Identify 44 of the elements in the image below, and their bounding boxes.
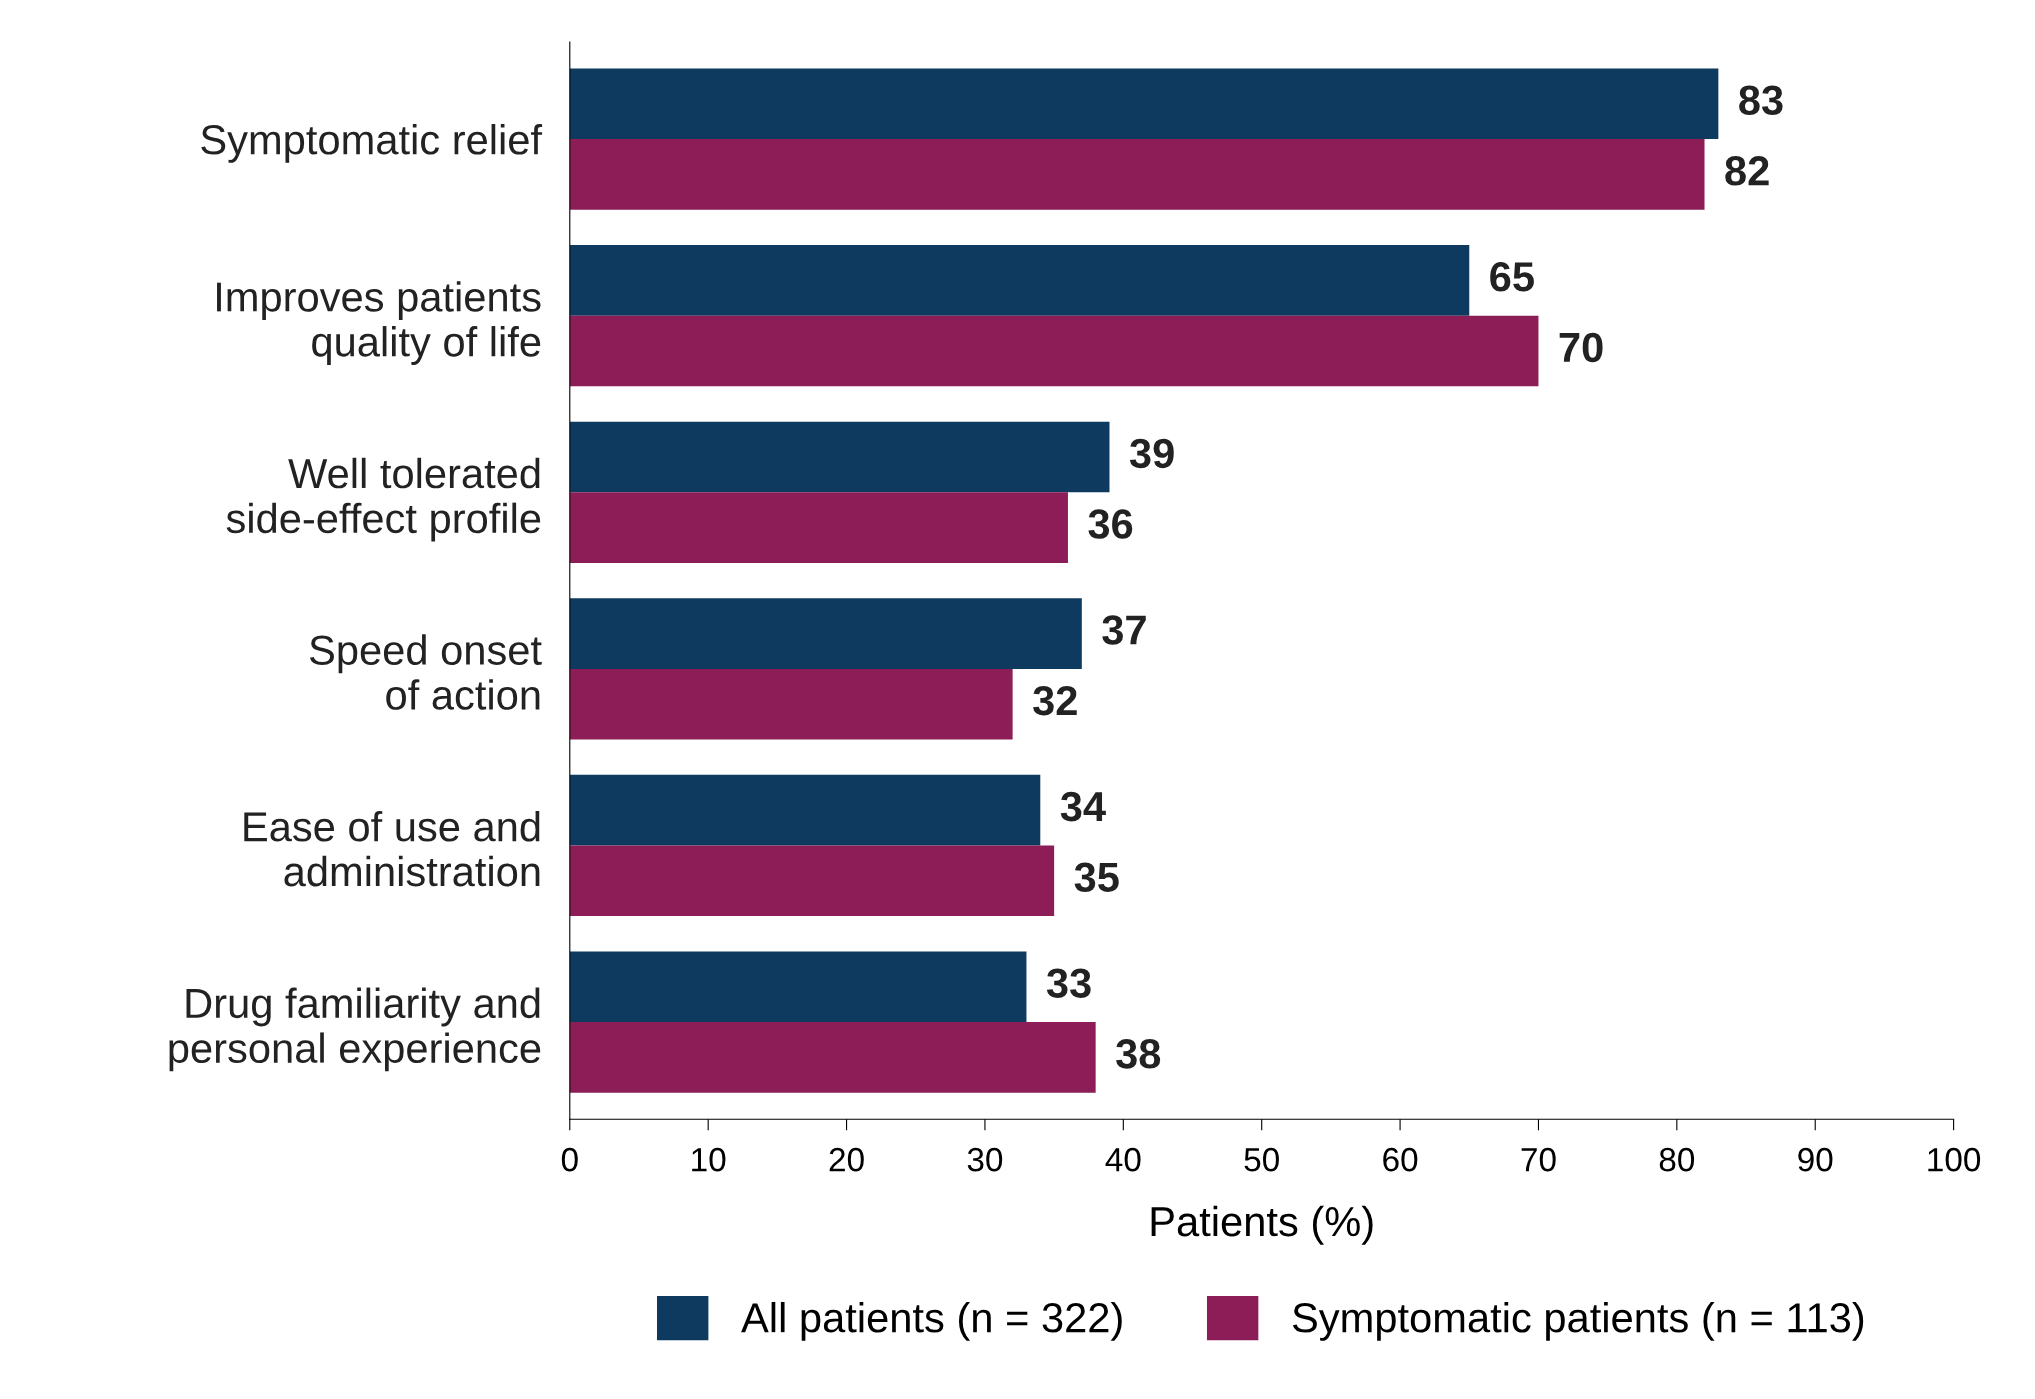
x-tick-label: 20 — [829, 1147, 864, 1172]
data-label: 34 — [1060, 791, 1106, 822]
x-tick-label: 10 — [692, 1147, 726, 1172]
y-tick-label: Drug familiarity and personal experience — [169, 987, 541, 1072]
x-tick-label: 100 — [1928, 1147, 1981, 1172]
data-label: 70 — [1559, 332, 1603, 363]
data-label: 83 — [1739, 85, 1783, 116]
x-tick-label: 0 — [561, 1147, 578, 1172]
bar — [569, 1022, 1096, 1093]
bar — [569, 774, 1041, 846]
data-label: 65 — [1490, 262, 1534, 292]
bar — [569, 951, 1027, 1023]
data-label: 38 — [1116, 1039, 1161, 1069]
y-tick-label: Speed onset of action — [309, 634, 542, 710]
y-tick-label: Symptomatic relief — [201, 124, 543, 163]
data-label: 35 — [1074, 862, 1119, 893]
x-tick-label: 70 — [1521, 1147, 1556, 1172]
data-label: 36 — [1088, 509, 1133, 539]
bar — [569, 68, 1719, 140]
y-tick-label: Ease of use and administration — [244, 810, 540, 887]
data-label: 82 — [1725, 156, 1769, 186]
legend-label: Symptomatic patients (n = 113) — [1292, 1301, 1864, 1341]
x-tick-label: 50 — [1244, 1147, 1279, 1172]
y-tick-label: Well tolerated side-effect profile — [226, 457, 541, 542]
x-tick-label: 90 — [1798, 1147, 1833, 1172]
legend-label: All patients (n = 322) — [741, 1301, 1122, 1341]
x-tick-label: 60 — [1383, 1147, 1418, 1172]
bar — [569, 845, 1055, 917]
data-label: 39 — [1129, 438, 1174, 469]
data-label: 32 — [1033, 685, 1077, 716]
bar — [569, 245, 1470, 316]
y-tick-label: Improves patients quality of life — [217, 281, 541, 365]
bar — [569, 315, 1539, 387]
bar — [569, 668, 1013, 740]
bar — [569, 421, 1110, 493]
data-label: 33 — [1046, 968, 1091, 998]
bar — [569, 492, 1068, 563]
data-label: 37 — [1102, 615, 1146, 645]
bar — [569, 139, 1705, 210]
x-tick-label: 40 — [1105, 1147, 1141, 1172]
x-tick-label: 30 — [967, 1147, 1003, 1172]
x-tick-label: 80 — [1659, 1147, 1695, 1172]
x-axis-title: Patients (%) — [1151, 1205, 1373, 1245]
bar — [569, 598, 1082, 669]
